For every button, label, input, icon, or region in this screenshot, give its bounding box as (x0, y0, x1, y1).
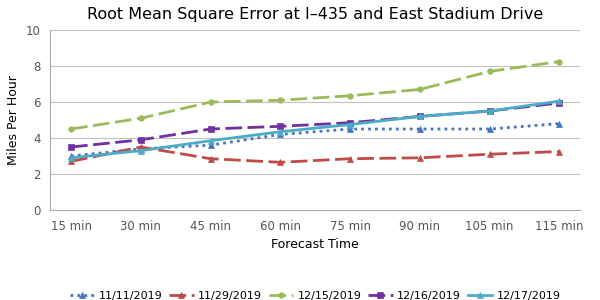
12/15/2019 (207, 100, 214, 104)
11/29/2019 (277, 160, 284, 164)
11/29/2019 (346, 157, 353, 160)
Y-axis label: Miles Per Hour: Miles Per Hour (7, 75, 20, 165)
12/17/2019 (277, 130, 284, 134)
11/11/2019 (67, 154, 74, 158)
Line: 11/11/2019: 11/11/2019 (68, 121, 562, 159)
12/16/2019 (416, 115, 424, 118)
12/17/2019 (346, 123, 353, 126)
11/29/2019 (486, 152, 493, 156)
12/15/2019 (486, 70, 493, 73)
Line: 11/29/2019: 11/29/2019 (68, 144, 562, 165)
12/15/2019 (556, 60, 563, 63)
Line: 12/16/2019: 12/16/2019 (68, 100, 562, 150)
11/29/2019 (137, 145, 145, 149)
11/11/2019 (137, 147, 145, 151)
11/29/2019 (416, 156, 424, 160)
12/16/2019 (346, 121, 353, 124)
12/16/2019 (486, 109, 493, 113)
11/29/2019 (556, 150, 563, 153)
12/16/2019 (137, 138, 145, 142)
12/15/2019 (277, 98, 284, 102)
11/11/2019 (346, 127, 353, 131)
11/29/2019 (67, 160, 74, 163)
12/17/2019 (137, 149, 145, 152)
X-axis label: Forecast Time: Forecast Time (271, 238, 359, 251)
12/16/2019 (556, 101, 563, 105)
11/29/2019 (207, 157, 214, 160)
12/15/2019 (416, 88, 424, 91)
Legend: 11/11/2019, 11/29/2019, 12/15/2019, 12/16/2019, 12/17/2019: 11/11/2019, 11/29/2019, 12/15/2019, 12/1… (70, 291, 560, 300)
11/11/2019 (416, 127, 424, 131)
12/16/2019 (207, 127, 214, 131)
11/11/2019 (207, 143, 214, 147)
11/11/2019 (556, 122, 563, 125)
12/16/2019 (277, 124, 284, 128)
Title: Root Mean Square Error at I–435 and East Stadium Drive: Root Mean Square Error at I–435 and East… (87, 7, 543, 22)
12/17/2019 (67, 156, 74, 160)
11/11/2019 (486, 127, 493, 131)
12/17/2019 (486, 109, 493, 113)
Line: 12/17/2019: 12/17/2019 (68, 98, 562, 160)
12/15/2019 (346, 94, 353, 98)
12/16/2019 (67, 145, 74, 149)
12/15/2019 (137, 116, 145, 120)
12/17/2019 (556, 99, 563, 103)
Line: 12/15/2019: 12/15/2019 (68, 59, 562, 132)
12/17/2019 (207, 139, 214, 142)
12/17/2019 (416, 115, 424, 118)
12/15/2019 (67, 127, 74, 131)
11/11/2019 (277, 133, 284, 136)
